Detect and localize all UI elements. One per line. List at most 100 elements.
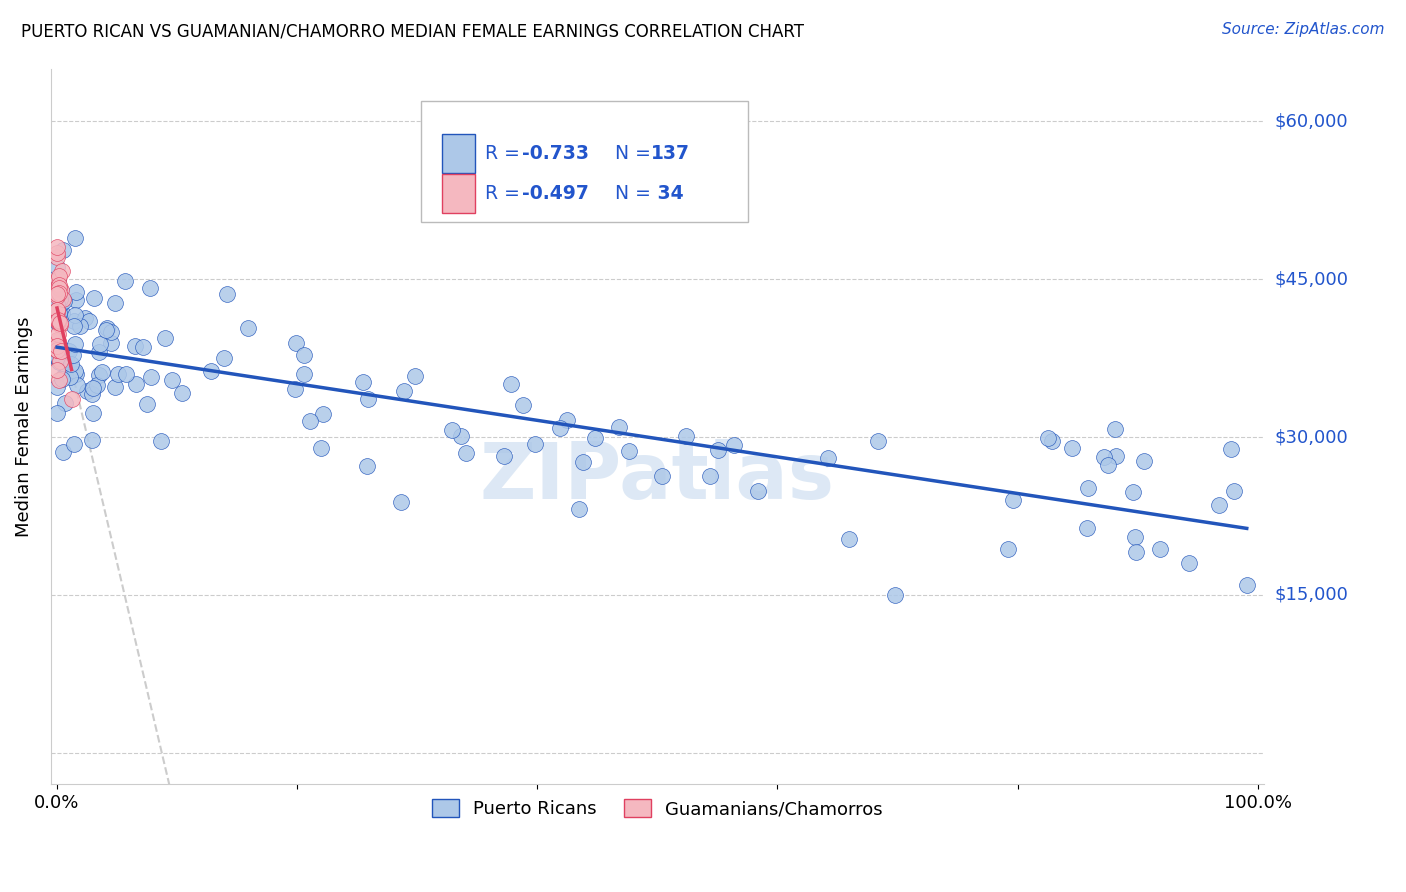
Point: [1060, 442, 1083, 456]
Point: [100, 336, 122, 351]
Point: [132, 340, 155, 354]
Point: [52, 294, 75, 309]
Point: [884, 588, 907, 602]
Point: [115, 367, 138, 381]
Point: [46, 343, 69, 358]
Point: [65, 367, 87, 381]
Point: [46, 326, 69, 341]
Text: $15,000: $15,000: [1275, 586, 1348, 604]
Point: [107, 368, 129, 382]
Point: [1220, 442, 1243, 457]
Point: [215, 287, 238, 301]
Point: [1133, 454, 1156, 468]
Text: N =: N =: [614, 184, 657, 203]
Point: [80, 387, 103, 401]
Point: [51, 372, 73, 386]
Point: [48, 286, 70, 301]
Point: [139, 369, 162, 384]
Point: [404, 369, 426, 384]
Legend: Puerto Ricans, Guamanians/Chamorros: Puerto Ricans, Guamanians/Chamorros: [425, 792, 890, 825]
Point: [1222, 484, 1244, 499]
Point: [1092, 450, 1115, 464]
Point: [46, 343, 69, 358]
Point: [450, 429, 472, 443]
Point: [90, 365, 112, 379]
Point: [357, 392, 380, 406]
Point: [87, 345, 110, 359]
Point: [214, 351, 236, 366]
Point: [1125, 545, 1147, 559]
Point: [46, 363, 69, 377]
Point: [46, 273, 69, 287]
Point: [63, 336, 86, 351]
Point: [46, 351, 69, 365]
Point: [651, 469, 673, 483]
Point: [356, 458, 378, 473]
FancyBboxPatch shape: [420, 101, 748, 222]
Point: [77, 314, 100, 328]
Point: [73, 310, 96, 325]
Y-axis label: Median Female Earnings: Median Female Earnings: [15, 317, 32, 537]
Point: [48, 373, 70, 387]
Point: [46, 303, 69, 318]
Point: [53, 368, 76, 383]
Point: [46, 315, 69, 329]
Point: [572, 455, 595, 469]
Point: [46, 272, 69, 286]
Point: [100, 326, 122, 340]
Point: [139, 281, 162, 295]
Text: -0.733: -0.733: [522, 145, 589, 163]
Point: [617, 443, 640, 458]
Point: [104, 380, 127, 394]
Point: [46, 240, 69, 254]
Point: [1122, 485, 1144, 500]
Point: [284, 382, 307, 396]
Point: [456, 446, 478, 460]
Point: [53, 396, 76, 410]
Point: [607, 420, 630, 434]
Point: [46, 314, 69, 328]
Point: [501, 377, 523, 392]
Point: [63, 437, 86, 451]
Point: [63, 319, 86, 334]
Point: [1123, 530, 1146, 544]
Point: [1076, 521, 1098, 535]
Point: [58, 344, 80, 359]
Text: $30,000: $30,000: [1275, 428, 1348, 446]
Point: [675, 428, 697, 442]
Point: [56, 344, 79, 359]
Point: [149, 434, 172, 448]
Point: [83, 291, 105, 305]
Point: [66, 378, 89, 392]
Text: ZIPatlas: ZIPatlas: [479, 439, 835, 515]
Point: [63, 231, 86, 245]
Point: [48, 300, 70, 314]
Point: [60, 392, 83, 406]
Point: [170, 386, 193, 401]
Point: [65, 309, 87, 323]
Point: [114, 274, 136, 288]
Point: [292, 367, 315, 381]
Point: [46, 339, 69, 353]
Point: [238, 321, 260, 335]
Point: [96, 321, 118, 335]
Point: [60, 358, 83, 372]
Point: [49, 283, 72, 297]
Text: 137: 137: [651, 145, 690, 163]
Point: [65, 285, 87, 300]
Point: [51, 263, 73, 277]
Point: [548, 420, 571, 434]
Point: [46, 342, 69, 356]
Point: [76, 384, 98, 398]
Point: [583, 432, 606, 446]
Point: [46, 312, 69, 326]
Point: [352, 375, 374, 389]
Point: [707, 443, 730, 458]
Text: R =: R =: [485, 145, 526, 163]
Point: [1236, 578, 1258, 592]
Point: [1001, 493, 1024, 508]
Point: [298, 414, 321, 428]
Point: [46, 406, 69, 420]
Point: [555, 413, 578, 427]
Point: [1104, 422, 1126, 436]
